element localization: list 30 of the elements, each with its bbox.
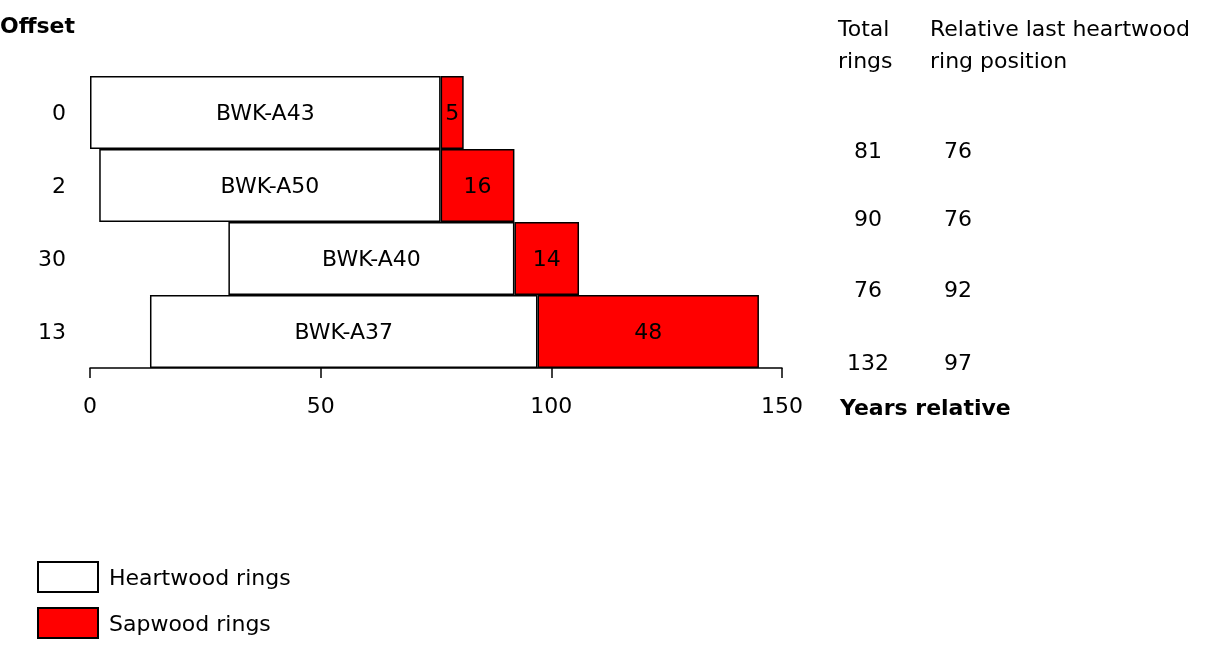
text: 132 — [847, 350, 889, 375]
data-label: BWK-A40 — [322, 246, 421, 271]
x-tick-label: 0 — [83, 392, 97, 418]
text: 76 — [854, 277, 882, 302]
text: Relative last heartwood ring position — [930, 15, 1190, 73]
y-tick-label: 0 — [52, 100, 66, 125]
data-label: 16 — [463, 173, 492, 198]
x-tick-label: 150 — [761, 392, 803, 418]
text: 97 — [944, 350, 972, 375]
y-axis-title: Offset — [0, 12, 76, 38]
text: 92 — [944, 277, 972, 302]
legend-label: Heartwood rings — [109, 564, 291, 590]
data-label: 48 — [634, 319, 663, 344]
data-label: BWK-A50 — [220, 173, 320, 198]
y-tick-label: 13 — [38, 319, 66, 344]
x-axis-title: Years relative — [839, 394, 1011, 420]
y-tick-label: 2 — [52, 173, 66, 198]
text: 90 — [854, 206, 882, 231]
text: 81 — [854, 138, 882, 163]
data-label: 5 — [445, 100, 460, 125]
data-label: BWK-A43 — [215, 100, 315, 125]
data-label: BWK-A37 — [294, 319, 394, 344]
y-tick-label: 30 — [38, 246, 66, 271]
x-tick-label: 100 — [530, 392, 573, 418]
text: 76 — [944, 138, 972, 163]
x-tick-label: 50 — [306, 392, 335, 418]
text: Total rings — [837, 15, 893, 73]
data-label: 14 — [532, 246, 561, 271]
text: 76 — [944, 206, 972, 231]
legend-label: Sapwood rings — [109, 610, 271, 636]
